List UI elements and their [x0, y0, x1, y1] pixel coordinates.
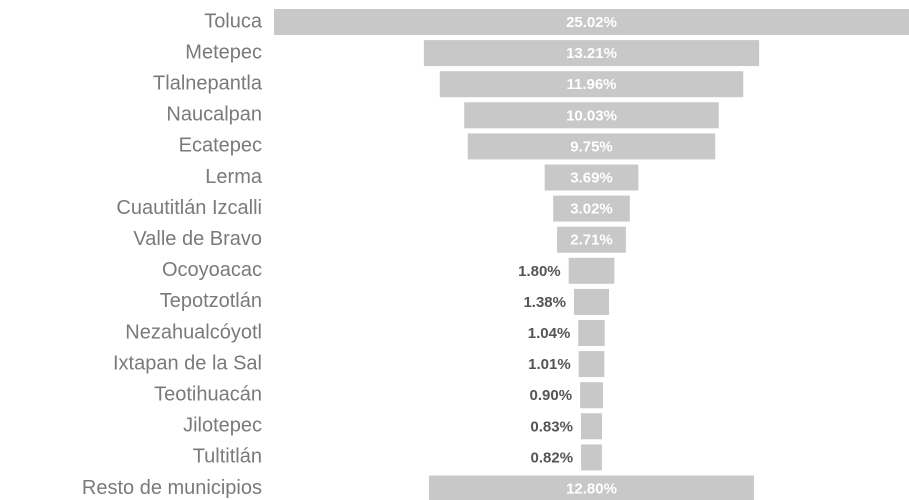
- category-label: Jilotepec: [183, 415, 262, 437]
- value-label: 9.75%: [570, 138, 613, 155]
- value-label: 10.03%: [566, 107, 617, 124]
- value-label: 3.69%: [570, 169, 613, 186]
- value-label: 3.02%: [570, 201, 613, 218]
- bar: [553, 195, 630, 222]
- value-label: 1.01%: [528, 356, 571, 373]
- bar: [578, 320, 605, 346]
- category-label: Resto de municipios: [82, 477, 262, 499]
- value-label: 2.71%: [570, 232, 613, 249]
- value-label: 0.82%: [531, 449, 574, 466]
- bar: [274, 9, 909, 35]
- category-label: Tlalnepantla: [153, 72, 263, 94]
- category-label: Metepec: [185, 41, 262, 63]
- value-label: 1.38%: [523, 294, 566, 311]
- category-label: Ixtapan de la Sal: [113, 352, 262, 374]
- bar: [568, 257, 615, 284]
- bar: [573, 288, 610, 315]
- category-label: Ocoyoacac: [162, 259, 262, 281]
- bar: [429, 475, 754, 500]
- value-label: 1.04%: [528, 325, 571, 342]
- bar: [580, 413, 603, 440]
- category-label: Toluca: [204, 10, 263, 32]
- bar: [423, 40, 760, 67]
- category-label: Valle de Bravo: [133, 228, 262, 250]
- bar: [544, 164, 639, 191]
- bar: [467, 133, 716, 160]
- category-label: Tepotzotlán: [160, 290, 262, 312]
- category-label: Tultitlán: [193, 446, 262, 468]
- category-label: Nezahualcóyotl: [125, 321, 262, 343]
- bar: [464, 102, 719, 129]
- category-label: Teotihuacán: [154, 383, 262, 405]
- category-label: Lerma: [205, 166, 263, 188]
- value-label: 12.80%: [566, 480, 617, 497]
- value-label: 25.02%: [566, 14, 617, 31]
- value-label: 0.90%: [530, 387, 573, 404]
- category-label: Ecatepec: [179, 135, 262, 157]
- category-label: Cuautitlán Izcalli: [116, 197, 262, 219]
- category-label: Naucalpan: [166, 104, 262, 126]
- bar: [578, 351, 605, 378]
- value-label: 13.21%: [566, 45, 617, 62]
- bar: [581, 444, 602, 471]
- value-label: 1.80%: [518, 263, 561, 280]
- value-label: 11.96%: [566, 76, 616, 93]
- bar: [580, 382, 603, 409]
- value-label: 0.83%: [530, 418, 573, 435]
- bar: [557, 226, 626, 253]
- bar: [439, 71, 744, 98]
